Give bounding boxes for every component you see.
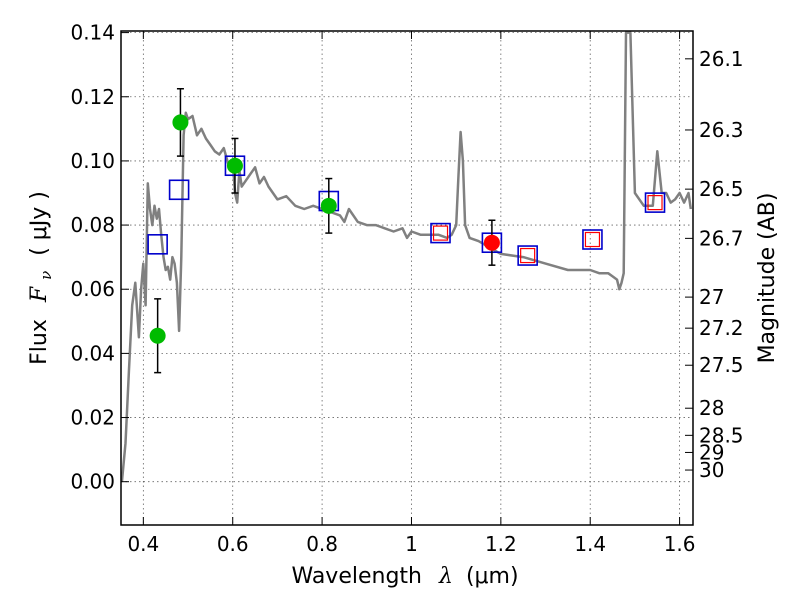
y2-axis-label: Magnitude (AB): [755, 193, 780, 364]
model-square-marker: [147, 234, 168, 255]
model-sed: [121, 31, 693, 482]
y-axis-label-prefix: Flux: [27, 319, 52, 365]
observed-square-marker: [647, 195, 663, 211]
y-tick-label: 0.12: [70, 85, 115, 109]
ticks: 0.4 0.6 0.8 1 1.2 1.4 1.6 0.00 0.02 0.04 0.06 0.08 0…: [70, 21, 743, 556]
mag-tick-label: 26.1: [699, 47, 744, 71]
y-axis-label: Flux F ν ( μJy ): [27, 191, 57, 365]
x-axis-label-unit: (μm): [466, 564, 519, 589]
x-tick-label: 1.6: [664, 532, 696, 556]
data-point: [172, 114, 189, 131]
y-tick-label: 0.08: [70, 213, 115, 237]
x-tick-label: 1: [405, 532, 418, 556]
x-axis-label-prefix: Wavelength: [291, 564, 422, 589]
mag-tick-label: 27.2: [699, 316, 744, 340]
data-point: [483, 234, 500, 251]
x-axis-label: Wavelength λ (μm): [291, 564, 518, 589]
mag-tick-label: 26.5: [699, 177, 744, 201]
x-tick-label: 1.2: [485, 532, 517, 556]
mag-tick-label: 27: [699, 285, 724, 309]
mag-tick-label: 28: [699, 396, 724, 420]
y-tick-label: 0.00: [70, 470, 115, 494]
model-square-marker: [168, 179, 190, 201]
x-tick-label: 1.4: [574, 532, 606, 556]
markers: [147, 87, 666, 374]
mag-tick-label: 28.5: [699, 423, 744, 447]
y-tick-label: 0.10: [70, 149, 115, 173]
y-tick-label: 0.14: [70, 21, 115, 45]
x-tick-label: 0.4: [127, 532, 159, 556]
model-square-marker: [644, 192, 666, 213]
model-square-marker: [517, 245, 538, 266]
y-tick-label: 0.06: [70, 277, 115, 301]
model-square-marker: [582, 229, 603, 250]
mag-tick-label: 26.3: [699, 118, 744, 142]
x-tick-label: 0.8: [306, 532, 338, 556]
y-tick-label: 0.04: [70, 341, 115, 365]
x-tick-label: 0.6: [217, 532, 249, 556]
y-axis-label-subscript: ν: [37, 271, 55, 280]
y-axis-label-symbol: F: [27, 286, 52, 303]
sed-line: [121, 31, 693, 482]
observed-square-marker: [584, 231, 601, 248]
mag-tick-label: 29: [699, 440, 724, 464]
gridlines: [121, 31, 693, 525]
observed-square-marker: [432, 225, 449, 241]
data-point: [320, 197, 337, 214]
data-point: [149, 327, 166, 344]
model-square-marker: [430, 222, 451, 244]
mag-tick-label: 30: [699, 458, 724, 482]
observed-square-marker: [520, 247, 536, 264]
mag-tick-label: 27.5: [699, 353, 744, 377]
x-axis-label-symbol: λ: [438, 564, 453, 589]
plot-frame: [120, 30, 694, 526]
y-tick-label: 0.02: [70, 406, 115, 430]
mag-tick-label: 26.7: [699, 226, 744, 250]
data-point: [226, 157, 243, 174]
y-axis-label-unit: ( μJy ): [27, 191, 52, 256]
